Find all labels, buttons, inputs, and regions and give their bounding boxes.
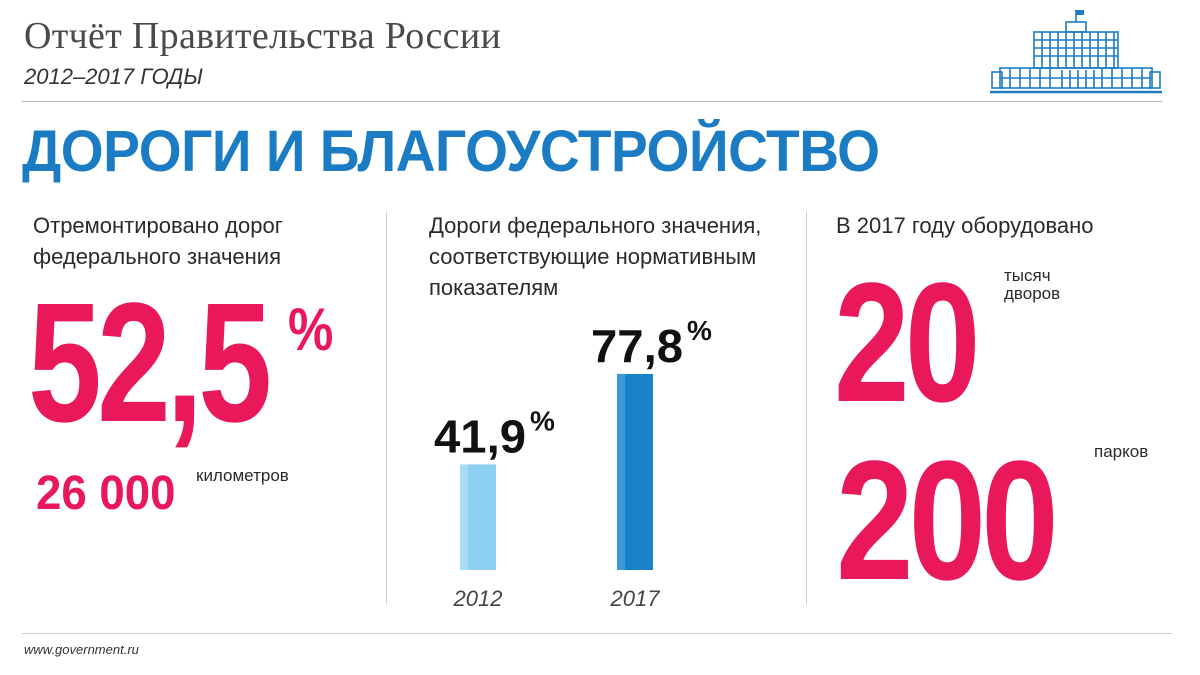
- repaired-roads-km-unit: километров: [196, 466, 289, 485]
- bar-value-label-2017: 77,8: [591, 320, 683, 372]
- repaired-roads-label-line1: Отремонтировано дорог: [33, 213, 283, 238]
- repaired-roads-percent-sign: %: [288, 296, 334, 363]
- report-period: 2012–2017 ГОДЫ: [24, 64, 203, 89]
- section-title: ДОРОГИ И БЛАГОУСТРОЙСТВО: [22, 119, 880, 184]
- yards-unit-line2: дворов: [1004, 284, 1061, 303]
- normative-roads-label-line2: соответствующие нормативным: [429, 244, 757, 269]
- government-building-icon: [990, 10, 1162, 94]
- bar-category-label-2017: 2017: [610, 586, 661, 611]
- report-title: Отчёт Правительства России: [24, 15, 502, 57]
- footer-divider: [22, 633, 1172, 634]
- normative-roads-label-line1: Дороги федерального значения,: [429, 213, 762, 238]
- bar-shade-2017: [617, 373, 625, 570]
- repaired-roads-percent-value: 52,5: [28, 268, 272, 458]
- bar-category-label-2012: 2012: [453, 586, 503, 611]
- footer-website-link[interactable]: www.government.ru: [24, 642, 139, 657]
- normative-roads-label-line3: показателям: [429, 275, 559, 300]
- yards-unit-line1: тысяч: [1004, 266, 1051, 285]
- parks-value: 200: [836, 426, 1059, 616]
- repaired-roads-km-value: 26 000: [36, 467, 176, 520]
- yards-value: 20: [834, 248, 980, 438]
- bar-percent-sign-2012: %: [530, 405, 555, 436]
- equipped-2017-label: В 2017 году оборудовано: [836, 213, 1094, 238]
- bar-shade-2012: [460, 464, 468, 570]
- bar-percent-sign-2017: %: [687, 315, 712, 346]
- column-divider: [386, 212, 387, 604]
- repaired-roads-label-line2: федерального значения: [33, 244, 282, 269]
- parks-unit: парков: [1094, 442, 1149, 461]
- normative-roads-bar-chart: 41,9 % 2012 77,8 % 2017: [434, 315, 712, 611]
- column-divider: [806, 212, 807, 604]
- header-divider: [22, 101, 1162, 102]
- bar-value-label-2012: 41,9: [434, 410, 526, 462]
